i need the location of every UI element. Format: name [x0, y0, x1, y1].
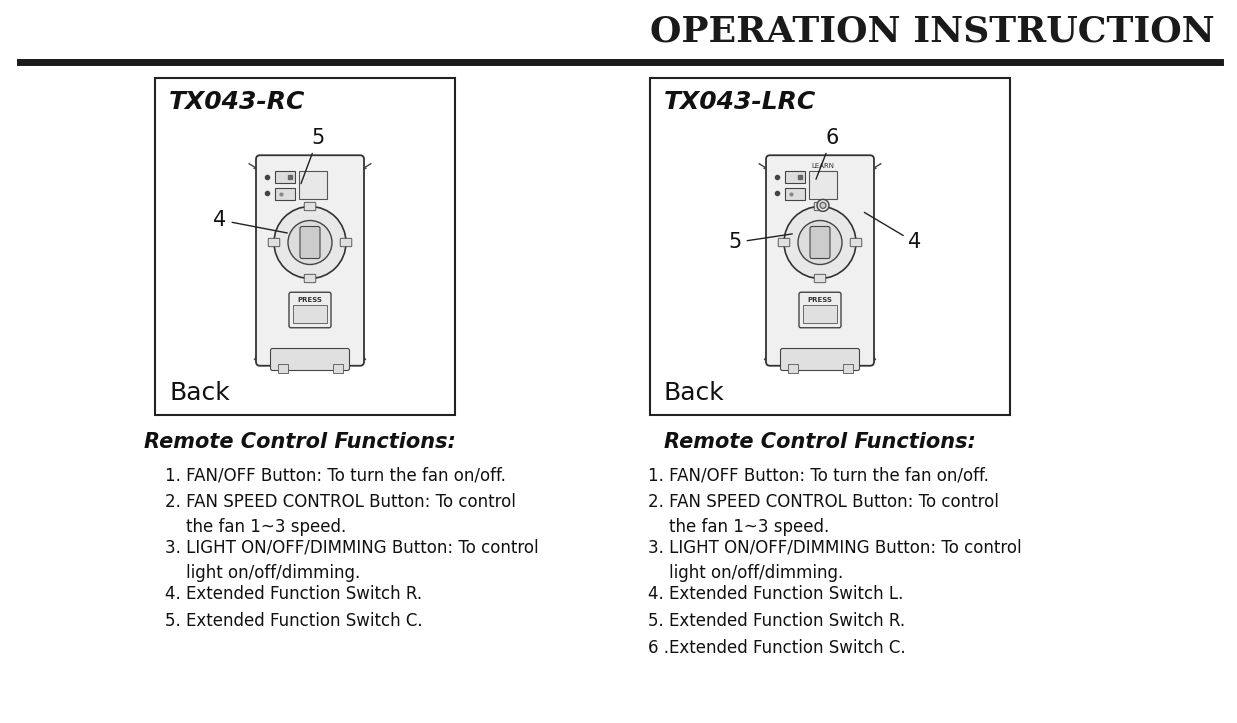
Circle shape	[816, 200, 829, 211]
Bar	[277, 364, 287, 373]
Text: Back: Back	[664, 381, 725, 405]
Text: 6: 6	[816, 128, 839, 179]
Text: 2. FAN SPEED CONTROL Button: To control
    the fan 1~3 speed.: 2. FAN SPEED CONTROL Button: To control …	[165, 493, 516, 536]
FancyBboxPatch shape	[778, 239, 789, 247]
Text: PRESS: PRESS	[298, 297, 323, 303]
Text: 5: 5	[301, 128, 324, 184]
Text: 6 .Extended Function Switch C.: 6 .Extended Function Switch C.	[648, 639, 905, 657]
Bar	[788, 364, 798, 373]
FancyBboxPatch shape	[814, 274, 826, 283]
Bar	[809, 171, 837, 199]
FancyBboxPatch shape	[850, 239, 862, 247]
Text: Remote Control Functions:: Remote Control Functions:	[664, 432, 976, 452]
FancyBboxPatch shape	[256, 155, 364, 366]
Text: OPERATION INSTRUCTION: OPERATION INSTRUCTION	[651, 15, 1215, 49]
Text: TX043-RC: TX043-RC	[169, 90, 306, 114]
Bar	[803, 305, 837, 322]
Text: 3. LIGHT ON/OFF/DIMMING Button: To control
    light on/off/dimming.: 3. LIGHT ON/OFF/DIMMING Button: To contr…	[165, 539, 538, 582]
Circle shape	[275, 207, 346, 278]
Circle shape	[820, 202, 826, 208]
FancyBboxPatch shape	[810, 226, 830, 259]
Circle shape	[784, 207, 856, 278]
FancyBboxPatch shape	[814, 202, 826, 210]
Bar	[333, 364, 343, 373]
Text: 4: 4	[865, 213, 922, 252]
Bar	[649, 78, 1009, 415]
FancyBboxPatch shape	[304, 202, 315, 210]
Text: PRESS: PRESS	[808, 297, 833, 303]
Text: TX043-LRC: TX043-LRC	[664, 90, 816, 114]
Bar	[155, 78, 455, 415]
FancyBboxPatch shape	[289, 292, 332, 328]
Bar	[293, 305, 327, 322]
Text: 4. Extended Function Switch L.: 4. Extended Function Switch L.	[648, 585, 903, 603]
Bar	[275, 171, 294, 183]
Text: 4. Extended Function Switch R.: 4. Extended Function Switch R.	[165, 585, 422, 603]
Bar	[299, 171, 327, 199]
Text: 1. FAN/OFF Button: To turn the fan on/off.: 1. FAN/OFF Button: To turn the fan on/of…	[165, 466, 506, 484]
Bar	[785, 171, 805, 183]
FancyBboxPatch shape	[271, 348, 350, 370]
Text: 2. FAN SPEED CONTROL Button: To control
    the fan 1~3 speed.: 2. FAN SPEED CONTROL Button: To control …	[648, 493, 998, 536]
Text: Remote Control Functions:: Remote Control Functions:	[143, 432, 456, 452]
Text: 5: 5	[729, 233, 792, 252]
Bar	[275, 188, 294, 200]
Text: 1. FAN/OFF Button: To turn the fan on/off.: 1. FAN/OFF Button: To turn the fan on/of…	[648, 466, 988, 484]
Circle shape	[288, 221, 332, 265]
Text: 5. Extended Function Switch C.: 5. Extended Function Switch C.	[165, 612, 423, 630]
FancyBboxPatch shape	[781, 348, 860, 370]
Text: LEARN: LEARN	[811, 163, 835, 168]
Text: 3. LIGHT ON/OFF/DIMMING Button: To control
    light on/off/dimming.: 3. LIGHT ON/OFF/DIMMING Button: To contr…	[648, 539, 1022, 582]
Bar	[785, 188, 805, 200]
Text: 4: 4	[213, 210, 287, 233]
Bar	[842, 364, 852, 373]
Text: 5. Extended Function Switch R.: 5. Extended Function Switch R.	[648, 612, 905, 630]
FancyBboxPatch shape	[304, 274, 315, 283]
FancyBboxPatch shape	[799, 292, 841, 328]
FancyBboxPatch shape	[340, 239, 351, 247]
FancyBboxPatch shape	[268, 239, 280, 247]
Text: Back: Back	[169, 381, 230, 405]
FancyBboxPatch shape	[301, 226, 320, 259]
FancyBboxPatch shape	[766, 155, 875, 366]
Circle shape	[798, 221, 842, 265]
